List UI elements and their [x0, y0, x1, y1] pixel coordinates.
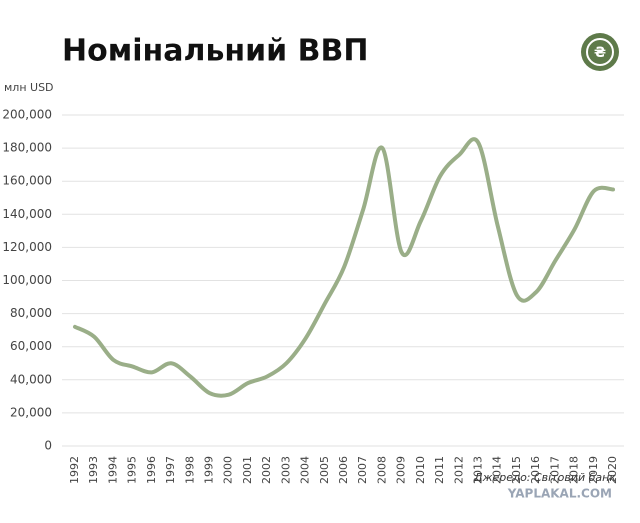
x-tick-label: 2007	[356, 456, 369, 484]
x-tick-label: 2010	[414, 456, 427, 484]
x-tick-label: 1995	[126, 456, 139, 484]
watermark: YAPLAKAL.COM	[507, 487, 612, 501]
x-tick-label: 2019	[587, 456, 600, 484]
x-tick-label: 2004	[299, 456, 312, 484]
y-tick-label: 160,000	[2, 174, 52, 188]
x-tick-label: 2018	[568, 456, 581, 484]
x-tick-label: 2002	[260, 456, 273, 484]
x-tick-label: 2020	[606, 456, 619, 484]
svg-text:₴: ₴	[594, 45, 606, 61]
y-tick-label: 20,000	[10, 405, 52, 419]
chart-title: Номінальний ВВП	[62, 34, 369, 69]
y-tick-label: 180,000	[2, 141, 52, 155]
y-tick-label: 120,000	[2, 240, 52, 254]
y-tick-label: 80,000	[10, 306, 52, 320]
y-tick-label: 140,000	[2, 207, 52, 221]
x-tick-label: 2012	[452, 456, 465, 484]
x-tick-label: 2014	[491, 456, 504, 484]
x-tick-label: 2009	[395, 456, 408, 484]
x-tick-label: 2000	[222, 456, 235, 484]
x-tick-label: 1996	[145, 456, 158, 484]
y-tick-label: 40,000	[10, 372, 52, 386]
y-tick-label: 100,000	[2, 273, 52, 287]
y-tick-label: 60,000	[10, 339, 52, 353]
x-tick-label: 2015	[510, 456, 523, 484]
x-tick-label: 2017	[548, 456, 561, 484]
x-tick-label: 1994	[106, 456, 119, 484]
x-tick-label: 2016	[529, 456, 542, 484]
x-tick-label: 2003	[279, 456, 292, 484]
line	[73, 137, 615, 398]
x-tick-label: 2001	[241, 456, 254, 484]
x-tick-label: 2005	[318, 456, 331, 484]
x-tick-label: 1992	[68, 456, 81, 484]
x-tick-label: 2008	[375, 456, 388, 484]
y-tick-label: 200,000	[2, 108, 52, 122]
x-tick-label: 1993	[87, 456, 100, 484]
y-axis-label: млн USD	[4, 81, 54, 94]
x-tick-label: 2013	[472, 456, 485, 484]
logo: ₴	[581, 33, 619, 71]
x-tick-label: 2011	[433, 456, 446, 484]
x-tick-label: 1999	[203, 456, 216, 484]
x-tick-label: 1997	[164, 456, 177, 484]
y-tick-label: 0	[44, 439, 52, 453]
x-tick-label: 2006	[337, 456, 350, 484]
source: Джерело: Світовий банк	[473, 471, 616, 484]
x-tick-label: 1998	[183, 456, 196, 484]
